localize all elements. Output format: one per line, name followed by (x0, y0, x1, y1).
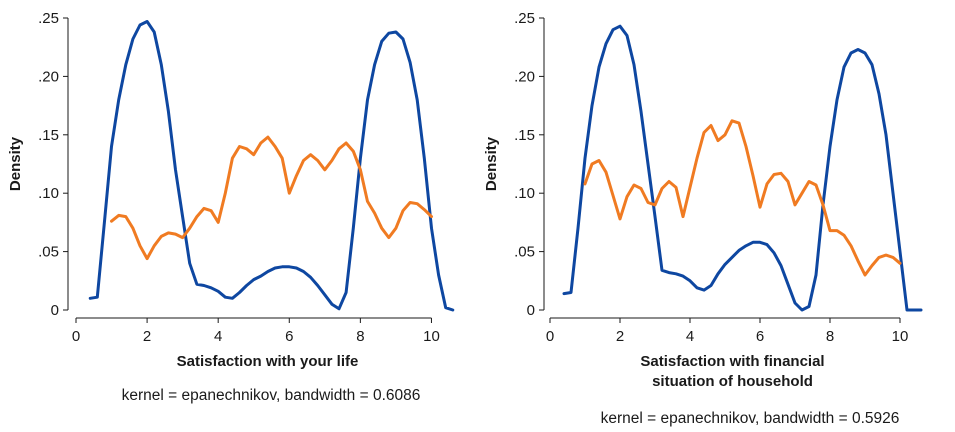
x-tick-label: 4 (686, 328, 694, 345)
x-tick-label: 8 (356, 328, 364, 345)
x-tick-label: 6 (285, 328, 293, 345)
x-tick-label: 8 (826, 328, 834, 345)
y-axis-title: Density (7, 136, 24, 191)
kernel-note: kernel = epanechnikov, bandwidth = 0.592… (601, 410, 900, 427)
x-tick-label: 2 (616, 328, 624, 345)
y-tick-label: .15 (38, 127, 59, 144)
y-tick-label: 0 (527, 302, 535, 319)
chart-panel-1: 0 .05 .10 .15 .20 .25 0 2 4 6 8 10 Density Satisfacti… (7, 10, 455, 404)
series-line-1 (88, 20, 455, 312)
y-tick-label: .15 (514, 127, 535, 144)
x-tick-label: 6 (756, 328, 764, 345)
chart-panel-2: 0 .05 .10 .15 .20 .25 0 2 4 6 8 10 Density Satisfacti… (483, 10, 923, 427)
x-axis-title: Satisfaction with financial (640, 353, 824, 370)
x-tick-label: 4 (214, 328, 222, 345)
y-tick-label: .05 (38, 244, 59, 261)
x-tick-label: 0 (546, 328, 554, 345)
series-line-1 (562, 24, 923, 312)
y-tick-label: .20 (514, 68, 535, 85)
series-line-2 (110, 135, 433, 261)
y-tick-label: .10 (38, 185, 59, 202)
y-tick-label: .25 (38, 10, 59, 27)
x-tick-label: 10 (892, 328, 909, 345)
x-tick-label: 10 (423, 328, 440, 345)
x-axis-title: situation of household (652, 373, 813, 390)
y-tick-label: .20 (38, 68, 59, 85)
x-tick-label: 0 (72, 328, 80, 345)
x-axis-title: Satisfaction with your life (177, 353, 359, 370)
y-tick-label: .25 (514, 10, 535, 27)
y-tick-label: .05 (514, 244, 535, 261)
x-tick-label: 2 (143, 328, 151, 345)
kernel-note: kernel = epanechnikov, bandwidth = 0.608… (122, 387, 421, 404)
series-line-2 (583, 119, 902, 277)
y-tick-label: 0 (51, 302, 59, 319)
y-axis-title: Density (483, 136, 500, 191)
y-tick-label: .10 (514, 185, 535, 202)
